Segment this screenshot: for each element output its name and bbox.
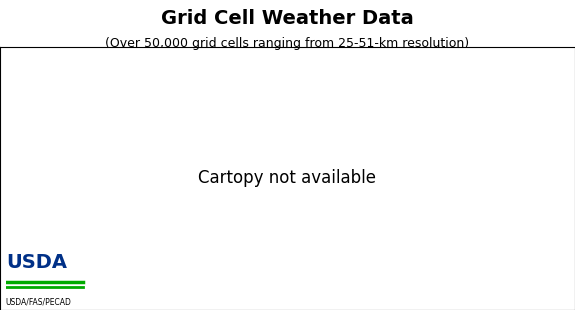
Text: USDA/FAS/PECAD: USDA/FAS/PECAD [6,297,72,306]
Text: Cartopy not available: Cartopy not available [198,169,377,187]
Text: (Over 50,000 grid cells ranging from 25-51-km resolution): (Over 50,000 grid cells ranging from 25-… [105,37,470,50]
Text: USDA: USDA [6,253,67,272]
Text: Grid Cell Weather Data: Grid Cell Weather Data [161,9,414,28]
